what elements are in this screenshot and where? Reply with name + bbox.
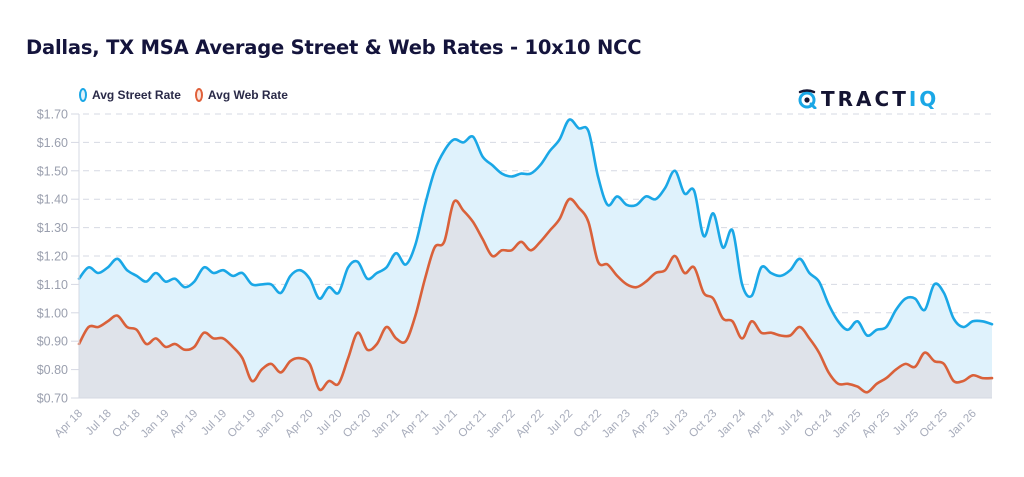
legend-item-web-rate[interactable]: Avg Web Rate xyxy=(194,88,288,102)
y-tick-label: $1.00 xyxy=(37,306,68,320)
x-tick-label: Jan 20 xyxy=(254,408,287,441)
x-tick-label: Jan 25 xyxy=(831,408,864,441)
chart-title: Dallas, TX MSA Average Street & Web Rate… xyxy=(26,36,642,59)
x-tick-label: Oct 21 xyxy=(456,408,488,440)
x-tick-label: Oct 24 xyxy=(802,407,835,440)
x-tick-label: Apr 23 xyxy=(629,408,661,440)
x-tick-label: Oct 25 xyxy=(918,408,950,440)
legend-label: Avg Street Rate xyxy=(92,88,181,102)
logo-text: TRACTIQ xyxy=(821,89,939,109)
x-tick-label: Jul 24 xyxy=(776,407,807,438)
web-rate-area xyxy=(79,198,992,398)
x-tick-label: Oct 20 xyxy=(341,408,373,440)
x-tick-label: Jul 23 xyxy=(660,408,690,438)
ellipse-outline-icon xyxy=(194,88,203,102)
street-rate-line xyxy=(77,118,994,337)
x-tick-label: Apr 21 xyxy=(399,408,431,440)
x-tick-label: Oct 18 xyxy=(110,408,142,440)
y-tick-label: $0.90 xyxy=(37,335,68,349)
y-axis: $1.70 $1.60 $1.50 $1.40 $1.30 $1.20 $1.10 $1.00… xyxy=(37,108,80,406)
legend-label: Avg Web Rate xyxy=(207,88,288,102)
y-tick-label: $0.70 xyxy=(37,392,68,406)
x-tick-label: Jul 20 xyxy=(314,408,344,438)
x-tick-label: Jan 21 xyxy=(369,408,402,441)
x-tick-label: Jan 24 xyxy=(715,407,748,440)
chart-legend: Avg Street Rate Avg Web Rate xyxy=(79,88,288,102)
x-tick-label: Oct 23 xyxy=(687,408,719,440)
x-tick-label: Jan 19 xyxy=(139,408,172,441)
y-tick-label: $0.80 xyxy=(37,363,68,377)
x-tick-label: Jul 18 xyxy=(84,408,114,438)
x-tick-label: Jul 25 xyxy=(891,408,921,438)
series-lines xyxy=(77,118,994,394)
x-tick-label: Jan 22 xyxy=(485,408,518,441)
y-tick-label: $1.70 xyxy=(37,108,68,122)
x-tick-label: Apr 24 xyxy=(745,407,778,440)
x-tick-label: Jul 19 xyxy=(199,408,229,438)
logo-text-dark: TRACT xyxy=(821,87,909,111)
x-tick-label: Oct 19 xyxy=(226,408,258,440)
series-areas xyxy=(79,119,992,398)
logo-text-accent: IQ xyxy=(908,87,940,111)
x-tick-label: Apr 20 xyxy=(283,408,315,440)
legend-item-street-rate[interactable]: Avg Street Rate xyxy=(79,88,181,102)
x-tick-label: Jul 22 xyxy=(545,408,575,438)
tractiq-target-icon xyxy=(798,89,817,109)
x-tick-label: Apr 19 xyxy=(168,408,200,440)
y-tick-label: $1.20 xyxy=(37,250,68,264)
x-tick-label: Jul 21 xyxy=(430,408,460,438)
x-tick-label: Oct 22 xyxy=(572,408,604,440)
x-tick-label: Apr 18 xyxy=(53,408,85,440)
y-tick-label: $1.10 xyxy=(37,278,68,292)
y-tick-label: $1.40 xyxy=(37,193,68,207)
ellipse-outline-icon xyxy=(79,88,87,102)
x-tick-label: Apr 22 xyxy=(514,408,546,440)
y-tick-label: $1.30 xyxy=(37,221,68,235)
y-tick-label: $1.50 xyxy=(37,164,68,178)
tractiq-logo: TRACTIQ xyxy=(797,89,939,109)
x-tick-label: Jan 26 xyxy=(946,408,979,441)
x-tick-label: Jan 23 xyxy=(600,408,633,441)
x-tick-label: Apr 25 xyxy=(860,408,892,440)
y-tick-label: $1.60 xyxy=(37,136,68,150)
web-rate-line xyxy=(77,197,994,394)
